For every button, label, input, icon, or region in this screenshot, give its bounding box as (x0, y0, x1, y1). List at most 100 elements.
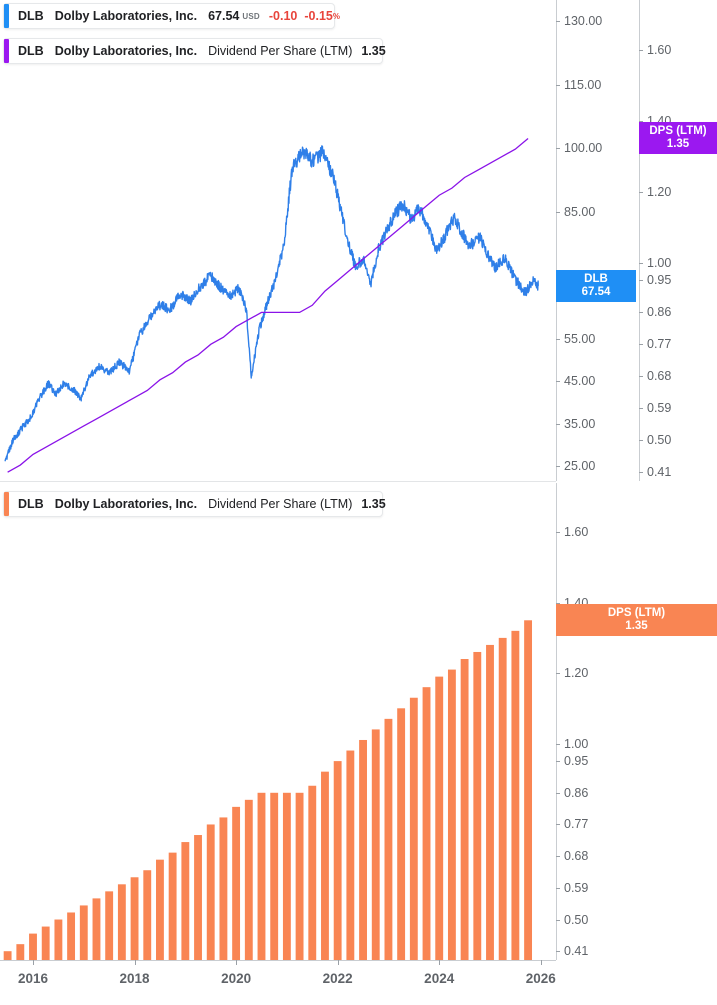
axis-tick-label: 0.77 (564, 817, 589, 832)
axis-tick (556, 602, 560, 604)
x-axis: 2016 2018 2020 2022 2024 2026 (0, 960, 717, 1005)
dividend-bar[interactable] (105, 891, 114, 960)
legend-dps-bottom-ticker: DLB (18, 497, 44, 511)
price-tag-value: 67.54 (581, 285, 611, 298)
dividend-panel (0, 483, 717, 1005)
dps-value-tag-bottom[interactable]: DPS (LTM) 1.35 (556, 604, 717, 637)
dps-bottom-tag-value: 1.35 (625, 620, 648, 633)
dividend-bar[interactable] (511, 630, 520, 960)
axis-tick-label: 0.41 (564, 944, 589, 959)
price-value-tag[interactable]: DLB 67.54 (556, 269, 636, 302)
axis-tick-label: 1.00 (564, 736, 589, 751)
axis-tick (556, 919, 560, 921)
legend-price-value: 67.54 (208, 9, 240, 23)
axis-tick (556, 792, 560, 794)
axis-tick-label: 0.77 (647, 337, 672, 352)
dividend-bar[interactable] (194, 835, 202, 960)
x-axis-label: 2024 (424, 971, 455, 986)
dividend-bar[interactable] (79, 905, 88, 960)
axis-tick (556, 673, 560, 675)
dividend-bar[interactable] (486, 644, 494, 960)
price-tag-label: DLB (584, 272, 608, 285)
dividend-bar[interactable] (206, 824, 215, 960)
axis-tick-label: 0.68 (647, 369, 672, 384)
dividend-bar[interactable] (333, 761, 342, 960)
legend-dps-top-company: Dolby Laboratories, Inc. (54, 44, 198, 58)
dps-value-tag-top[interactable]: DPS (LTM) 1.35 (639, 122, 717, 155)
dividend-bar[interactable] (156, 859, 164, 960)
axis-tick (639, 344, 643, 346)
axis-tick-label: 35.00 (564, 416, 596, 431)
axis-tick-label: 0.41 (647, 465, 672, 480)
legend-price[interactable]: DLB Dolby Laboratories, Inc. 67.54 USD -… (3, 3, 340, 29)
dividend-bar[interactable] (257, 792, 266, 960)
dividend-bar[interactable] (460, 659, 469, 960)
dividend-bar[interactable] (447, 669, 456, 960)
legend-dps-bottom-metric: Dividend Per Share (LTM) (208, 497, 353, 511)
dividend-plot[interactable] (0, 483, 556, 960)
axis-tick (639, 440, 643, 442)
price-series-svg (4, 137, 539, 473)
axis-tick (556, 743, 560, 745)
legend-dps-top-swatch (4, 39, 9, 63)
dividend-bar[interactable] (397, 708, 406, 960)
dividend-bar[interactable] (473, 651, 482, 960)
dividend-bar[interactable] (282, 792, 291, 960)
dividend-bar[interactable] (232, 806, 241, 960)
legend-dps-top-value: 1.35 (361, 44, 386, 58)
dividend-bar[interactable] (422, 687, 431, 960)
dividend-bar[interactable] (54, 919, 63, 960)
legend-dps-top[interactable]: DLB Dolby Laboratories, Inc. Dividend Pe… (3, 38, 386, 64)
legend-price-ticker: DLB (18, 9, 44, 23)
x-axis-line (0, 960, 556, 961)
dividend-bar[interactable] (3, 951, 12, 960)
dividend-bar[interactable] (41, 926, 50, 960)
legend-price-percent-sign: % (332, 11, 340, 21)
dividend-bar[interactable] (16, 944, 25, 960)
dividend-bar[interactable] (244, 799, 253, 960)
dividend-bar[interactable] (346, 750, 355, 960)
dividend-bar[interactable] (371, 729, 380, 960)
dividend-bar[interactable] (181, 842, 190, 960)
dps-top-tag-value: 1.35 (666, 138, 690, 151)
dividend-bar[interactable] (384, 718, 393, 960)
dividend-bar[interactable] (219, 817, 228, 960)
dividend-bar[interactable] (308, 785, 317, 960)
dividend-bar[interactable] (67, 912, 76, 960)
axis-tick-label: 1.20 (564, 666, 589, 681)
legend-dps-bottom-swatch (4, 492, 9, 516)
dividend-bar[interactable] (168, 852, 177, 960)
dividend-bar[interactable] (359, 739, 367, 960)
dividend-bar[interactable] (409, 697, 418, 960)
axis-tick (639, 280, 643, 282)
price-line (4, 145, 539, 462)
price-axis[interactable]: 130.00115.00100.0085.0070.0055.0045.0035… (556, 0, 636, 481)
dividend-bar[interactable] (29, 933, 37, 960)
dividend-bars-svg (3, 620, 533, 960)
axis-tick (556, 761, 560, 763)
dividend-bar[interactable] (130, 877, 139, 960)
x-axis-tick (134, 960, 136, 965)
dividend-bar[interactable] (498, 637, 507, 960)
dividend-bar[interactable] (143, 870, 152, 960)
axis-tick (639, 49, 643, 51)
axis-tick-label: 0.50 (647, 433, 672, 448)
dividend-bar[interactable] (270, 792, 279, 960)
dps-axis-bottom[interactable]: 1.60 1.40 1.20 1.00 0.95 0.86 0.77 0.68 0.59 0.50… (556, 483, 636, 960)
dividend-bar[interactable] (524, 620, 533, 960)
axis-tick-label: 0.50 (564, 912, 589, 927)
axis-tick (556, 381, 560, 383)
legend-dps-bottom[interactable]: DLB Dolby Laboratories, Inc. Dividend Pe… (3, 491, 386, 517)
axis-tick (639, 312, 643, 314)
dividend-bar[interactable] (92, 898, 101, 960)
dps-axis-top[interactable]: 1.60 1.40 1.20 1.00 0.95 0.86 0.77 0.68 0.59 0.50… (639, 0, 717, 481)
dividend-bar[interactable] (321, 771, 329, 960)
legend-dps-top-metric: Dividend Per Share (LTM) (208, 44, 353, 58)
dividend-bar[interactable] (435, 676, 444, 960)
axis-tick (556, 951, 560, 953)
dividend-bar[interactable] (295, 792, 304, 960)
price-plot[interactable] (0, 0, 556, 481)
legend-price-change-pct: -0.15 (304, 9, 333, 23)
dividend-bar[interactable] (117, 884, 126, 960)
